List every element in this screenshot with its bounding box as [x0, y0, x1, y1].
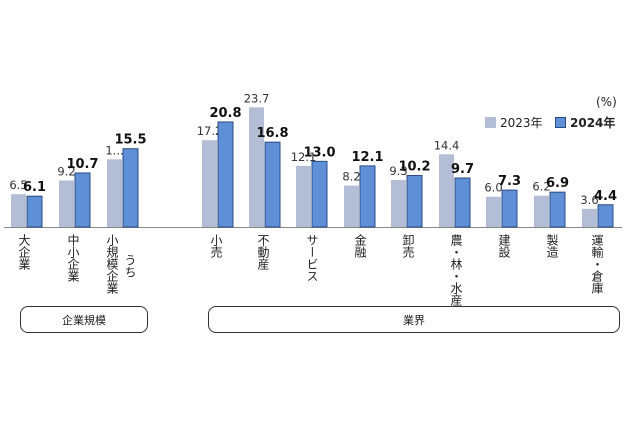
legend-swatch-2023 — [485, 117, 496, 128]
label-2023-8: 14.4 — [434, 138, 460, 152]
category-label-construction: 建設 — [497, 234, 511, 258]
category-note-uchi: うち — [123, 254, 137, 278]
bar-2023-7 — [391, 180, 406, 227]
category-label-transport: 運輸・倉庫 — [590, 234, 604, 294]
label-2023-5: 12.1 — [291, 150, 317, 164]
category-label-sme: 中小企業 — [66, 234, 80, 282]
category-label-retail: 小売 — [209, 234, 223, 258]
category-label-realestate: 不動産 — [256, 234, 270, 270]
legend-2024: 2024年 — [555, 114, 615, 131]
bar-2023-1 — [59, 180, 74, 227]
bar-2024-6 — [359, 165, 376, 228]
category-label-large: 大企業 — [17, 234, 31, 270]
label-2023-4: 23.7 — [244, 91, 270, 105]
legend-swatch-2024 — [555, 117, 566, 128]
bar-2024-11 — [597, 204, 614, 228]
bar-2023-10 — [534, 195, 549, 227]
category-label-service: サービス — [305, 234, 319, 282]
label-2023-0: 6.5 — [9, 178, 27, 192]
group-label-size: 企業規模 — [20, 306, 148, 333]
bar-2023-2 — [107, 159, 122, 227]
label-2023-9: 6.0 — [484, 181, 502, 195]
bar-2024-8 — [454, 177, 471, 228]
label-2024-8: 9.7 — [451, 162, 474, 177]
label-2024-11: 4.4 — [594, 189, 617, 204]
label-2024-4: 16.8 — [256, 126, 288, 141]
label-2023-11: 3.6 — [580, 193, 598, 207]
bar-2023-0 — [11, 194, 26, 227]
group-label-industry-text: 業界 — [403, 313, 425, 327]
label-2024-10: 6.9 — [546, 176, 569, 191]
bar-2024-3 — [217, 121, 234, 228]
category-label-agri: 農・林・水産 — [449, 234, 463, 306]
category-label-manufacturing: 製造 — [545, 234, 559, 258]
label-2023-2: 1... — [105, 143, 123, 157]
bar-2024-1 — [74, 172, 91, 228]
label-2024-9: 7.3 — [498, 174, 521, 189]
bar-2024-9 — [501, 189, 518, 228]
bar-2023-11 — [582, 208, 597, 227]
bar-2024-0 — [26, 195, 43, 228]
label-2023-10: 6.2 — [532, 180, 550, 194]
label-2024-5: 13.0 — [303, 145, 335, 160]
bar-2023-9 — [486, 196, 501, 227]
bar-2024-10 — [549, 191, 566, 228]
legend-2023: 2023年 — [485, 114, 543, 131]
label-2023-7: 9.3 — [389, 164, 407, 178]
label-2024-2: 15.5 — [114, 133, 146, 148]
label-2023-3: 17.2 — [197, 124, 223, 138]
legend-label-2023: 2023年 — [500, 116, 543, 130]
label-2023-1: 9.2 — [57, 165, 75, 179]
bar-2023-8 — [439, 154, 454, 227]
bar-2024-5 — [311, 160, 328, 228]
label-2024-1: 10.7 — [66, 157, 98, 172]
legend-label-2024: 2024年 — [570, 116, 616, 130]
bar-2024-2 — [122, 148, 139, 228]
unit-label: (%) — [596, 95, 617, 109]
bar-2024-7 — [406, 174, 423, 228]
bar-2023-6 — [344, 185, 359, 227]
group-label-industry: 業界 — [208, 306, 620, 333]
group-label-size-text: 企業規模 — [62, 313, 106, 327]
category-label-finance: 金融 — [353, 234, 367, 258]
label-2023-6: 8.2 — [342, 170, 360, 184]
bar-2023-4 — [249, 107, 264, 227]
bar-2024-4 — [264, 141, 281, 228]
bar-2023-3 — [202, 140, 217, 227]
label-2024-3: 20.8 — [209, 106, 241, 121]
label-2024-0: 6.1 — [23, 180, 46, 195]
label-2024-7: 10.2 — [398, 159, 430, 174]
bar-2023-5 — [296, 165, 311, 227]
label-2024-6: 12.1 — [351, 150, 383, 165]
category-label-small: 小規模企業 — [105, 234, 119, 294]
category-label-wholesale: 卸売 — [401, 234, 415, 258]
